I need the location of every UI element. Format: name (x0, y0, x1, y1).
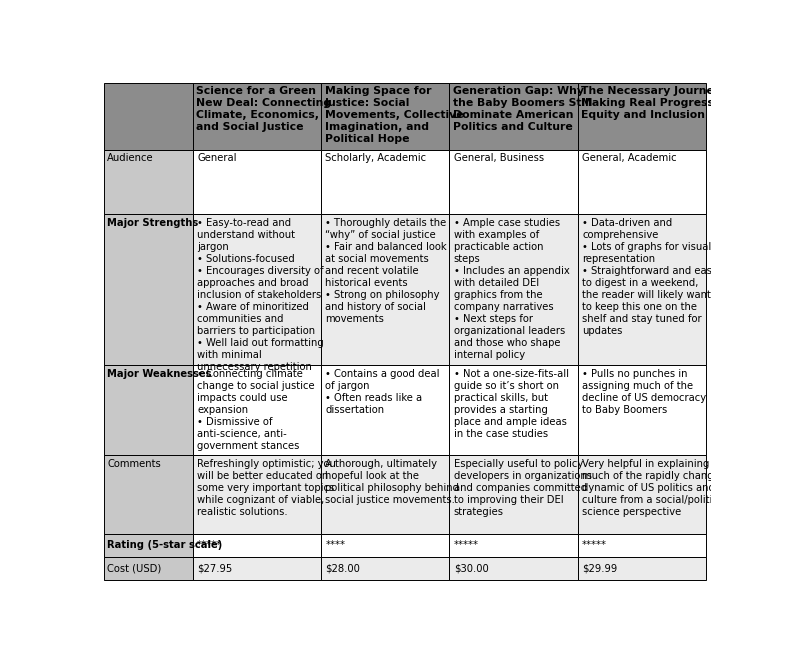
Text: Very helpful in explaining
much of the rapidly changing
dynamic of US politics a: Very helpful in explaining much of the r… (582, 459, 729, 516)
Text: • Easy-to-read and
understand without
jargon
• Solutions-focused
• Encourages di: • Easy-to-read and understand without ja… (197, 218, 324, 372)
Bar (103, 534, 193, 557)
Text: Refreshingly optimistic; you
will be better educated on
some very important topi: Refreshingly optimistic; you will be bet… (197, 459, 336, 516)
Bar (577, 83, 706, 150)
Text: Scholarly, Academic: Scholarly, Academic (325, 154, 427, 163)
Text: $30.00: $30.00 (453, 564, 488, 573)
Bar (193, 215, 321, 365)
Text: *****: ***** (453, 541, 479, 550)
Text: *****: ***** (582, 541, 607, 550)
Text: ****: **** (325, 541, 345, 550)
Bar (321, 534, 450, 557)
Bar (450, 150, 577, 215)
Text: The Necessary Journey:
Making Real Progress on
Equity and Inclusion: The Necessary Journey: Making Real Progr… (581, 86, 733, 120)
Bar (450, 534, 577, 557)
Text: Major Weaknesses: Major Weaknesses (107, 369, 212, 379)
Text: General, Business: General, Business (453, 154, 544, 163)
Text: Comments: Comments (107, 459, 161, 468)
Text: • Connecting climate
change to social justice
impacts could use
expansion
• Dism: • Connecting climate change to social ju… (197, 369, 314, 451)
Text: • Contains a good deal
of jargon
• Often reads like a
dissertation: • Contains a good deal of jargon • Often… (325, 369, 440, 415)
Text: Audience: Audience (107, 154, 154, 163)
Text: • Data-driven and
comprehensive
• Lots of graphs for visual
representation
• Str: • Data-driven and comprehensive • Lots o… (582, 218, 718, 336)
Bar (577, 534, 706, 557)
Text: Especially useful to policy
developers in organizations
and companies committed
: Especially useful to policy developers i… (453, 459, 592, 516)
Text: Science for a Green
New Deal: Connecting
Climate, Economics,
and Social Justice: Science for a Green New Deal: Connecting… (197, 86, 332, 132)
Bar (193, 534, 321, 557)
Bar (193, 557, 321, 580)
Bar (193, 455, 321, 534)
Bar (193, 365, 321, 455)
Bar (103, 455, 193, 534)
Bar (577, 365, 706, 455)
Text: $29.99: $29.99 (582, 564, 617, 573)
Text: General, Academic: General, Academic (582, 154, 677, 163)
Bar (193, 83, 321, 150)
Text: A thorough, ultimately
hopeful look at the
political philosophy behind
social ju: A thorough, ultimately hopeful look at t… (325, 459, 460, 504)
Bar (577, 150, 706, 215)
Bar (321, 365, 450, 455)
Text: Generation Gap: Why
the Baby Boomers Still
Dominate American
Politics and Cultur: Generation Gap: Why the Baby Boomers Sti… (453, 86, 592, 132)
Text: Cost (USD): Cost (USD) (107, 564, 162, 573)
Text: Rating (5-star scale): Rating (5-star scale) (107, 541, 223, 550)
Bar (103, 557, 193, 580)
Text: • Ample case studies
with examples of
practicable action
steps
• Includes an app: • Ample case studies with examples of pr… (453, 218, 570, 360)
Text: • Not a one-size-fits-all
guide so it’s short on
practical skills, but
provides : • Not a one-size-fits-all guide so it’s … (453, 369, 569, 439)
Bar (450, 83, 577, 150)
Text: Making Space for
Justice: Social
Movements, Collective
Imagination, and
Politica: Making Space for Justice: Social Movemen… (325, 86, 464, 144)
Bar (577, 557, 706, 580)
Bar (193, 150, 321, 215)
Bar (321, 83, 450, 150)
Bar (450, 365, 577, 455)
Bar (103, 365, 193, 455)
Bar (450, 215, 577, 365)
Text: $28.00: $28.00 (325, 564, 360, 573)
Text: General: General (197, 154, 236, 163)
Bar (577, 455, 706, 534)
Bar (450, 557, 577, 580)
Text: • Thoroughly details the
“why” of social justice
• Fair and balanced look
at soc: • Thoroughly details the “why” of social… (325, 218, 447, 324)
Bar (577, 215, 706, 365)
Bar (321, 215, 450, 365)
Text: • Pulls no punches in
assigning much of the
decline of US democracy
to Baby Boom: • Pulls no punches in assigning much of … (582, 369, 706, 415)
Text: *****: ***** (197, 541, 222, 550)
Bar (103, 83, 193, 150)
Bar (450, 455, 577, 534)
Text: Major Strengths: Major Strengths (107, 218, 198, 228)
Bar (103, 150, 193, 215)
Bar (103, 215, 193, 365)
Bar (321, 150, 450, 215)
Bar (321, 455, 450, 534)
Bar (321, 557, 450, 580)
Text: $27.95: $27.95 (197, 564, 232, 573)
